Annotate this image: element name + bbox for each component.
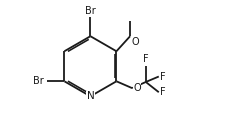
Text: O: O bbox=[133, 83, 140, 93]
Text: N: N bbox=[86, 91, 94, 101]
Text: O: O bbox=[131, 37, 138, 47]
Text: F: F bbox=[159, 87, 165, 97]
Text: Br: Br bbox=[33, 76, 44, 86]
Text: Br: Br bbox=[85, 6, 95, 16]
Text: F: F bbox=[142, 54, 148, 64]
Text: F: F bbox=[159, 71, 165, 82]
